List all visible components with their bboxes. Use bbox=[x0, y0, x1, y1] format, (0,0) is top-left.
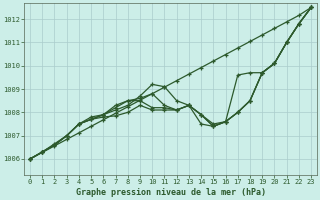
X-axis label: Graphe pression niveau de la mer (hPa): Graphe pression niveau de la mer (hPa) bbox=[76, 188, 266, 197]
